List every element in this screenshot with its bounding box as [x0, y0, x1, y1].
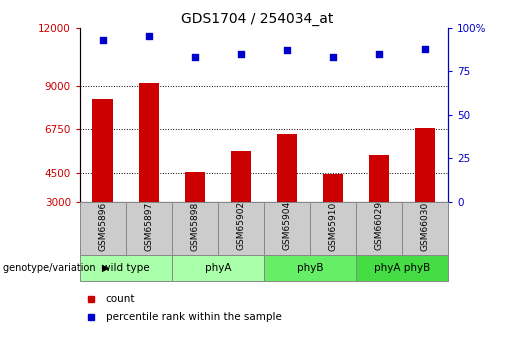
Bar [184, 172, 205, 202]
Point [145, 33, 153, 39]
Point [329, 55, 337, 60]
Point [283, 48, 291, 53]
Point [99, 37, 107, 42]
Point [237, 51, 245, 57]
Text: genotype/variation  ▶: genotype/variation ▶ [3, 263, 109, 273]
Text: GSM65910: GSM65910 [329, 201, 337, 250]
Bar [172, 255, 264, 281]
Bar [264, 202, 310, 255]
Bar [369, 155, 389, 202]
Bar [402, 202, 448, 255]
Text: GSM66030: GSM66030 [421, 201, 430, 250]
Bar [139, 83, 159, 202]
Point [375, 51, 383, 57]
Text: GSM65904: GSM65904 [282, 201, 291, 250]
Text: GDS1704 / 254034_at: GDS1704 / 254034_at [181, 12, 334, 26]
Bar [218, 202, 264, 255]
Text: wild type: wild type [102, 263, 150, 273]
Text: phyB: phyB [297, 263, 323, 273]
Bar [277, 134, 297, 202]
Bar [322, 174, 344, 202]
Bar [415, 128, 435, 202]
Text: GSM66029: GSM66029 [374, 201, 384, 250]
Text: GSM65896: GSM65896 [98, 201, 107, 250]
Text: phyA phyB: phyA phyB [374, 263, 430, 273]
Point [191, 55, 199, 60]
Bar [80, 255, 172, 281]
Bar [80, 202, 126, 255]
Bar [231, 151, 251, 202]
Text: GSM65898: GSM65898 [191, 201, 199, 250]
Text: percentile rank within the sample: percentile rank within the sample [106, 312, 282, 322]
Point [421, 46, 429, 51]
Text: phyA: phyA [204, 263, 231, 273]
Bar [356, 255, 448, 281]
Bar [356, 202, 402, 255]
Bar [264, 255, 356, 281]
Text: count: count [106, 294, 135, 304]
Text: GSM65897: GSM65897 [144, 201, 153, 250]
Text: GSM65902: GSM65902 [236, 201, 246, 250]
Bar [126, 202, 172, 255]
Bar [93, 99, 113, 202]
Bar [310, 202, 356, 255]
Bar [172, 202, 218, 255]
